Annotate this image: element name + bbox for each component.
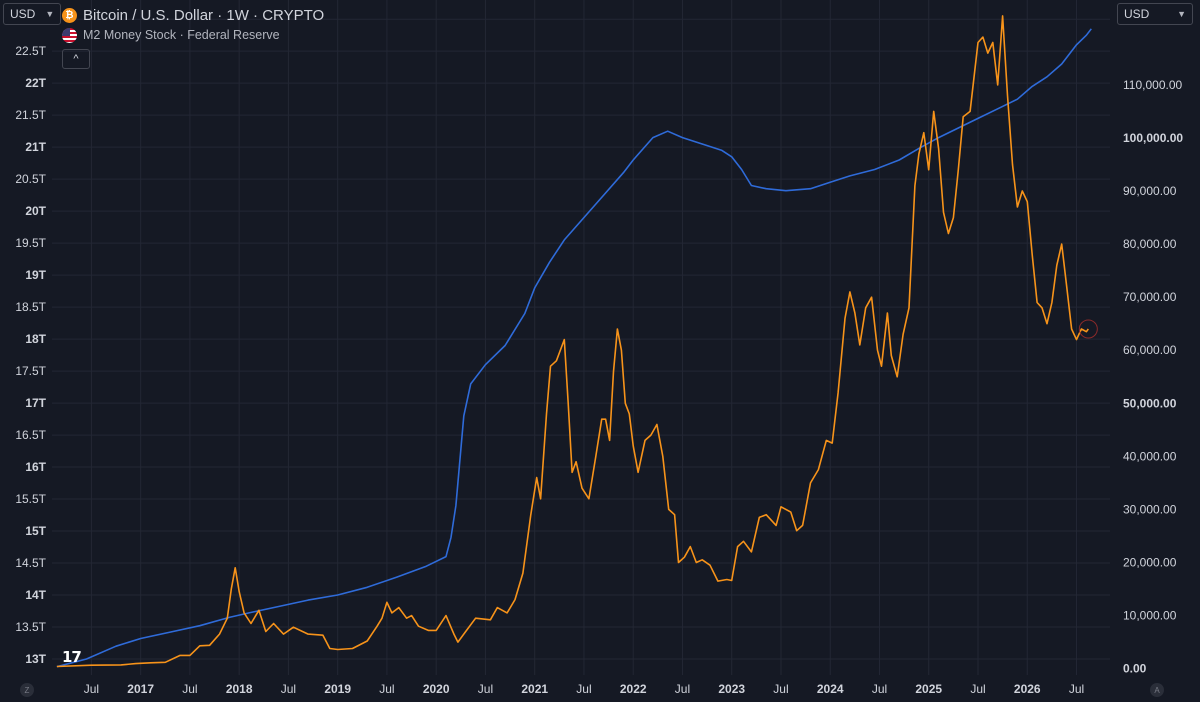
right-tick-label: 50,000.00 <box>1123 396 1177 410</box>
x-tick-label: 2024 <box>817 682 844 696</box>
last-price-marker <box>1078 319 1098 339</box>
chart-legend: ₿ Bitcoin / U.S. Dollar · 1W · CRYPTO M2… <box>62 5 324 45</box>
series-layer <box>56 15 1098 668</box>
x-tick-label: Jul <box>84 682 99 696</box>
left-tick-label: 15T <box>25 524 46 538</box>
tradingview-logo: 17 <box>62 648 82 666</box>
x-tick-label: 2019 <box>324 682 351 696</box>
grid-layer <box>52 0 1110 675</box>
x-tick-label: Jul <box>1069 682 1084 696</box>
right-tick-label: 40,000.00 <box>1123 449 1177 463</box>
x-tick-label: Jul <box>675 682 690 696</box>
left-tick-label: 18T <box>25 332 46 346</box>
x-tick-label: Jul <box>379 682 394 696</box>
x-tick-label: 2025 <box>915 682 942 696</box>
x-tick-label: 2026 <box>1014 682 1041 696</box>
right-currency-selector[interactable]: USD ▼ <box>1117 3 1193 25</box>
chevron-down-icon: ▼ <box>1177 9 1186 19</box>
left-tick-label: 14T <box>25 588 46 602</box>
left-tick-label: 22.5T <box>15 44 46 58</box>
right-tick-label: 10,000.00 <box>1123 609 1177 623</box>
right-tick-label: 80,000.00 <box>1123 237 1177 251</box>
left-tick-label: 19T <box>25 268 46 282</box>
right-tick-label: 60,000.00 <box>1123 343 1177 357</box>
right-currency-label: USD <box>1124 7 1150 21</box>
left-tick-label: 21.5T <box>15 108 46 122</box>
x-tick-label: Jul <box>182 682 197 696</box>
x-tick-label: 2020 <box>423 682 450 696</box>
left-tick-label: 22T <box>25 76 46 90</box>
left-tick-label: 18.5T <box>15 300 46 314</box>
legend-main-symbol[interactable]: ₿ Bitcoin / U.S. Dollar · 1W · CRYPTO <box>62 5 324 25</box>
left-tick-label: 20T <box>25 204 46 218</box>
bitcoin-icon: ₿ <box>62 7 77 23</box>
auto-scale-toggle[interactable]: A <box>1150 683 1164 697</box>
right-tick-label: 90,000.00 <box>1123 184 1177 198</box>
left-tick-label: 17T <box>25 396 46 410</box>
chevron-up-icon: ^ <box>73 53 79 65</box>
right-tick-label: 70,000.00 <box>1123 290 1177 304</box>
left-currency-selector[interactable]: USD ▼ <box>3 3 62 25</box>
btc-series-line <box>56 15 1089 668</box>
right-tick-label: 20,000.00 <box>1123 556 1177 570</box>
right-tick-label: 100,000.00 <box>1123 131 1183 145</box>
right-tick-label: 30,000.00 <box>1123 502 1177 516</box>
m2-series-line <box>56 28 1092 668</box>
x-tick-label: Jul <box>970 682 985 696</box>
x-tick-label: 2023 <box>718 682 745 696</box>
left-tick-label: 19.5T <box>15 236 46 250</box>
x-tick-label: 2018 <box>226 682 253 696</box>
right-tick-label: 110,000.00 <box>1123 78 1182 92</box>
legend-overlay-symbol[interactable]: M2 Money Stock · Federal Reserve <box>62 25 324 45</box>
left-tick-label: 16T <box>25 460 46 474</box>
collapse-legend-button[interactable]: ^ <box>62 49 90 69</box>
left-tick-label: 21T <box>25 140 46 154</box>
left-currency-label: USD <box>10 7 36 21</box>
chevron-down-icon: ▼ <box>45 9 55 19</box>
x-tick-label: Jul <box>773 682 788 696</box>
overlay-symbol-label: M2 Money Stock · Federal Reserve <box>83 28 280 42</box>
left-tick-label: 13T <box>25 652 46 666</box>
x-tick-label: Jul <box>281 682 296 696</box>
x-tick-label: Jul <box>872 682 887 696</box>
x-tick-label: 2022 <box>620 682 647 696</box>
us-flag-icon <box>62 27 77 43</box>
left-tick-label: 14.5T <box>15 556 46 570</box>
main-symbol-label: Bitcoin / U.S. Dollar · 1W · CRYPTO <box>83 6 325 24</box>
x-tick-label: Jul <box>576 682 591 696</box>
axis-layer: Jul 2017 Jul 2018 Jul 2019 Jul 2020 Jul 2021 Jul 20… <box>15 12 1183 696</box>
left-tick-label: 17.5T <box>15 364 46 378</box>
log-scale-toggle[interactable]: Z <box>20 683 34 697</box>
x-tick-label: Jul <box>478 682 493 696</box>
left-tick-label: 16.5T <box>15 428 46 442</box>
x-tick-label: 2021 <box>521 682 548 696</box>
right-tick-label: 0.00 <box>1123 662 1147 676</box>
left-tick-label: 15.5T <box>15 492 46 506</box>
left-tick-label: 13.5T <box>15 620 46 634</box>
x-tick-label: 2017 <box>127 682 154 696</box>
left-tick-label: 20.5T <box>15 172 46 186</box>
